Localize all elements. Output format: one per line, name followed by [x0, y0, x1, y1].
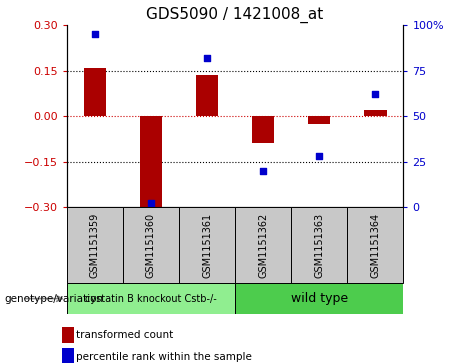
Text: GSM1151362: GSM1151362 [258, 212, 268, 278]
Bar [235, 207, 291, 283]
Bar [83, 68, 106, 116]
Bar [123, 207, 179, 283]
Point [315, 153, 323, 159]
Text: GSM1151360: GSM1151360 [146, 212, 156, 278]
Bar [252, 116, 274, 143]
Text: GSM1151364: GSM1151364 [370, 212, 380, 278]
Point [91, 32, 99, 37]
Bar [140, 116, 162, 208]
Text: GSM1151363: GSM1151363 [314, 212, 324, 278]
Text: percentile rank within the sample: percentile rank within the sample [76, 352, 252, 362]
Text: wild type: wild type [291, 292, 348, 305]
Text: transformed count: transformed count [76, 330, 173, 340]
Title: GDS5090 / 1421008_at: GDS5090 / 1421008_at [147, 7, 324, 23]
Text: GSM1151361: GSM1151361 [202, 212, 212, 278]
Text: cystatin B knockout Cstb-/-: cystatin B knockout Cstb-/- [85, 294, 217, 303]
Bar [196, 75, 218, 116]
Bar [67, 207, 123, 283]
Point [147, 200, 154, 206]
Bar [291, 207, 347, 283]
Bar [347, 207, 403, 283]
Text: genotype/variation: genotype/variation [5, 294, 104, 303]
Point [372, 91, 379, 97]
Point [260, 168, 267, 174]
Bar [235, 283, 403, 314]
Bar [308, 116, 331, 124]
Text: GSM1151359: GSM1151359 [90, 212, 100, 278]
Bar [364, 110, 386, 116]
Bar [179, 207, 235, 283]
Bar [67, 283, 235, 314]
Point [203, 55, 211, 61]
